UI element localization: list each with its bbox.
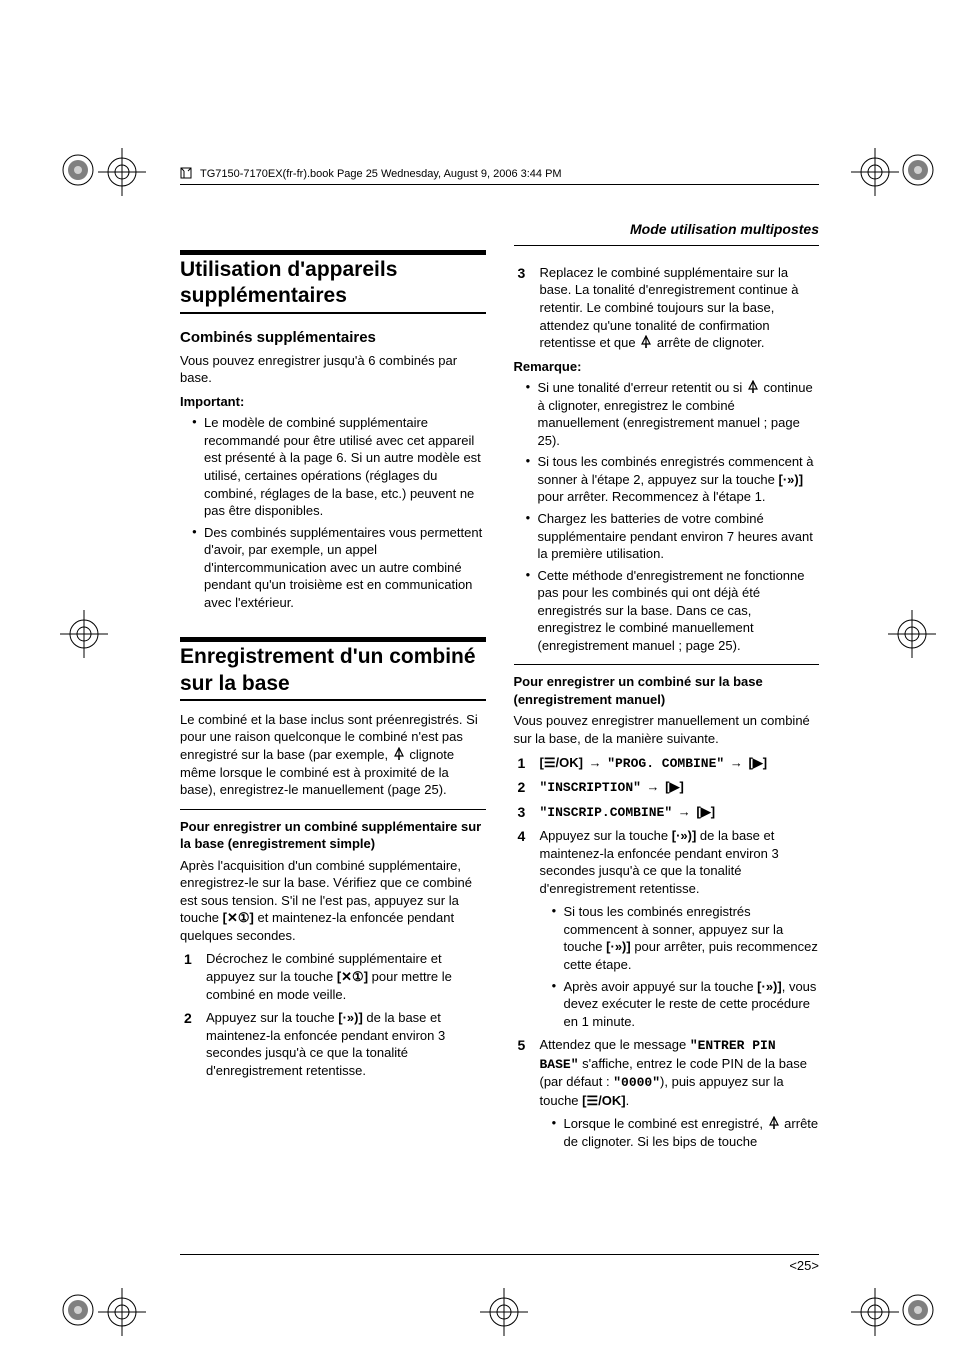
reg-mark-icon	[851, 148, 899, 196]
section-header: Mode utilisation multipostes	[514, 220, 820, 239]
list-item: Le modèle de combiné supplémentaire reco…	[192, 414, 486, 519]
left-column: Utilisation d'appareils supplémentaires …	[180, 220, 486, 1263]
header-rule	[180, 184, 819, 185]
page-content: Utilisation d'appareils supplémentaires …	[180, 220, 819, 1263]
key-label: [☰/OK]	[540, 755, 583, 770]
key-label: [·»)]	[338, 1010, 363, 1025]
arrow-icon: →	[676, 804, 693, 819]
reg-mark-icon	[60, 610, 108, 658]
key-label: [☰/OK]	[582, 1093, 625, 1108]
display-text: "INSCRIPTION"	[540, 780, 641, 795]
list-item: Des combinés supplémentaires vous permet…	[192, 524, 486, 612]
key-label: [✕①]	[337, 969, 368, 984]
align-dot-icon	[60, 152, 96, 188]
remark-label: Remarque:	[514, 358, 820, 376]
align-dot-icon	[900, 152, 936, 188]
align-dot-icon	[60, 1292, 96, 1328]
key-label: [✕①]	[223, 910, 254, 925]
display-text: "0000"	[613, 1075, 660, 1090]
antenna-icon	[639, 335, 653, 349]
subheading: Combinés supplémentaires	[180, 328, 486, 348]
heading-block: Utilisation d'appareils supplémentaires	[180, 250, 486, 314]
key-label: [▶]	[665, 779, 684, 794]
section-rule	[514, 245, 820, 246]
list-item: Cette méthode d'enregistrement ne foncti…	[526, 567, 820, 655]
step-item: Attendez que le message "ENTRER PIN BASE…	[514, 1036, 820, 1150]
step-item: Replacez le combiné supplémentaire sur l…	[514, 264, 820, 352]
key-label: [▶]	[696, 804, 715, 819]
key-label: [▶]	[748, 755, 767, 770]
reg-mark-icon	[480, 1288, 528, 1336]
align-dot-icon	[900, 1292, 936, 1328]
antenna-icon	[767, 1116, 781, 1130]
print-header: TG7150-7170EX(fr-fr).book Page 25 Wednes…	[180, 164, 819, 184]
key-label: [·»)]	[606, 939, 631, 954]
list-item: Si tous les combinés enregistrés commenc…	[526, 453, 820, 506]
body-text: Vous pouvez enregistrer jusqu'à 6 combin…	[180, 352, 486, 387]
step-item: Appuyez sur la touche [·»)] de la base e…	[180, 1009, 486, 1079]
body-text: Vous pouvez enregistrer manuellement un …	[514, 712, 820, 747]
divider	[514, 664, 820, 665]
book-icon	[180, 166, 194, 183]
reg-mark-icon	[888, 610, 936, 658]
arrow-icon: →	[587, 755, 604, 770]
reg-mark-icon	[98, 148, 146, 196]
divider	[180, 809, 486, 810]
heading: Enregistrement d'un combiné sur la base	[180, 644, 486, 697]
arrow-icon: →	[728, 755, 745, 770]
reg-mark-icon	[98, 1288, 146, 1336]
antenna-icon	[392, 747, 406, 761]
heading: Utilisation d'appareils supplémentaires	[180, 257, 486, 310]
key-label: [·»)]	[757, 979, 782, 994]
step-item: "INSCRIPTION" → [▶]	[514, 778, 820, 797]
list-item: Si une tonalité d'erreur retentit ou si …	[526, 379, 820, 449]
list-item: Si tous les combinés enregistrés commenc…	[552, 903, 820, 973]
display-text: "INSCRIP.COMBINE"	[540, 805, 673, 820]
key-label: [·»)]	[778, 472, 803, 487]
key-label: [·»)]	[672, 828, 697, 843]
page-number: <25>	[789, 1258, 819, 1273]
antenna-icon	[746, 380, 760, 394]
list-item: Chargez les batteries de votre combiné s…	[526, 510, 820, 563]
list-item: Lorsque le combiné est enregistré, arrêt…	[552, 1115, 820, 1150]
step-item: Décrochez le combiné supplémentaire et a…	[180, 950, 486, 1003]
right-column: Mode utilisation multipostes Replacez le…	[514, 220, 820, 1263]
reg-mark-icon	[851, 1288, 899, 1336]
header-text: TG7150-7170EX(fr-fr).book Page 25 Wednes…	[200, 168, 562, 180]
step-item: [☰/OK] → "PROG. COMBINE" → [▶]	[514, 754, 820, 773]
step-item: "INSCRIP.COMBINE" → [▶]	[514, 803, 820, 822]
list-item: Après avoir appuyé sur la touche [·»)], …	[552, 978, 820, 1031]
arrow-icon: →	[645, 779, 662, 794]
body-text: Après l'acquisition d'un combiné supplém…	[180, 857, 486, 945]
footer-rule	[180, 1254, 819, 1255]
procedure-title: Pour enregistrer un combiné sur la base …	[514, 673, 820, 708]
procedure-title: Pour enregistrer un combiné supplémentai…	[180, 818, 486, 853]
step-item: Appuyez sur la touche [·»)] de la base e…	[514, 827, 820, 1030]
display-text: "PROG. COMBINE"	[607, 756, 724, 771]
body-text: Le combiné et la base inclus sont préenr…	[180, 711, 486, 799]
heading-block: Enregistrement d'un combiné sur la base	[180, 637, 486, 701]
important-label: Important:	[180, 393, 486, 411]
